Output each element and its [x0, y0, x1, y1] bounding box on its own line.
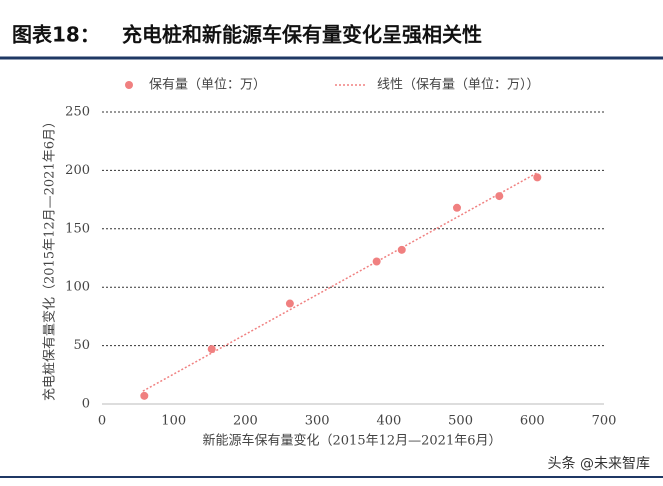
legend-label: 保有量（单位：万） [149, 78, 266, 93]
y-tick-label: 200 [65, 163, 90, 178]
y-tick-label: 150 [65, 221, 90, 236]
x-tick-label: 700 [592, 414, 617, 429]
point [372, 257, 381, 266]
y-tick-label: 250 [65, 105, 90, 120]
y-tick-label: 50 [73, 338, 90, 353]
y-tick-label: 100 [65, 280, 90, 295]
x-tick-label: 100 [161, 414, 186, 429]
chart-title: 充电桩和新能源车保有量变化呈强相关性 [122, 23, 482, 47]
point [397, 245, 406, 254]
x-tick-label: 600 [520, 414, 545, 429]
point [533, 173, 542, 182]
point [140, 391, 149, 400]
legend-marker [125, 81, 133, 89]
legend-label: 线性（保有量（单位：万）） [377, 78, 540, 93]
point [285, 299, 294, 308]
point [495, 192, 504, 201]
point [452, 203, 461, 212]
x-tick-label: 300 [305, 414, 330, 429]
trend-line [142, 172, 538, 392]
figure-label: 图表18： [12, 23, 100, 47]
watermark: 头条 @未来智库 [548, 455, 650, 472]
x-tick-label: 500 [448, 414, 473, 429]
y-axis-label: 充电桩保有量变化（2015年12月—2021年6月） [42, 115, 58, 401]
y-tick-label: 0 [82, 397, 90, 412]
x-tick-label: 200 [233, 414, 258, 429]
x-tick-label: 0 [98, 414, 106, 429]
x-tick-label: 400 [376, 414, 401, 429]
x-axis-label: 新能源车保有量变化（2015年12月—2021年6月） [203, 433, 502, 449]
